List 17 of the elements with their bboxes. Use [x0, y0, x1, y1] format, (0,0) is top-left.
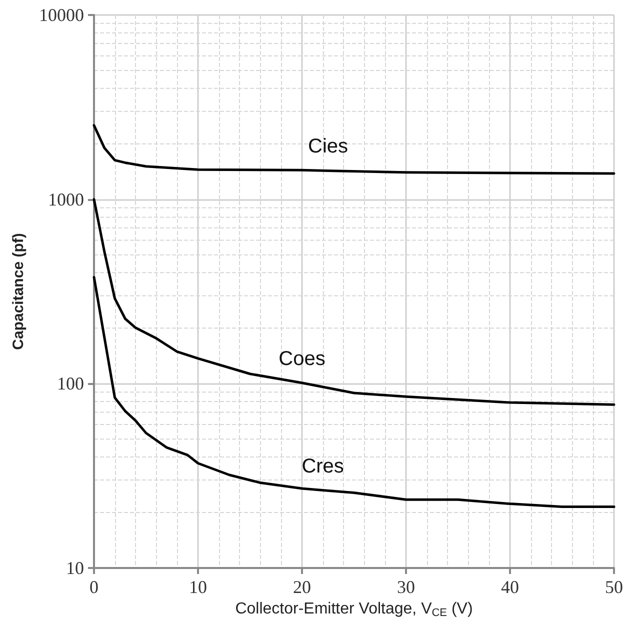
y-tick-label: 10	[66, 558, 84, 578]
series-label: Cres	[302, 455, 344, 478]
y-tick-label: 100	[57, 374, 84, 394]
y-axis-title: Capacitance (pf)	[10, 233, 27, 350]
line-series	[92, 276, 616, 508]
x-tick-label: 20	[293, 577, 311, 597]
line-series	[92, 124, 616, 175]
line-series	[92, 198, 616, 406]
x-tick-label: 10	[189, 577, 207, 597]
y-tick-label: 1000	[48, 189, 84, 210]
x-tick-label: 0	[90, 577, 98, 597]
series-label: Cies	[308, 136, 348, 158]
x-tick-label: 30	[397, 577, 415, 597]
x-tick-label: 50	[605, 577, 623, 597]
x-tick-label: 40	[501, 577, 519, 597]
series-label: Coes	[278, 348, 326, 370]
y-tick-label: 10000	[39, 5, 84, 25]
